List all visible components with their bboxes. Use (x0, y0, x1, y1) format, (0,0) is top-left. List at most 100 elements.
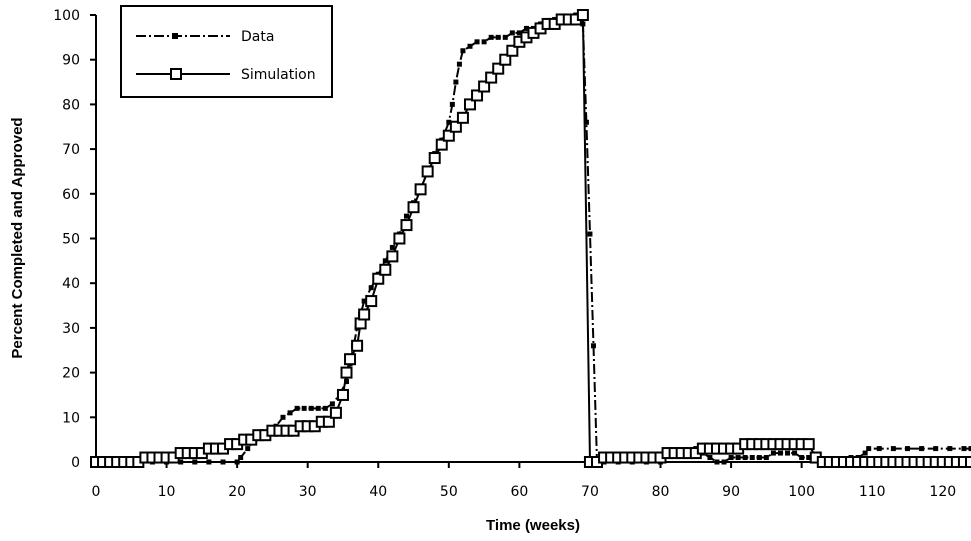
data-point-data (806, 455, 812, 461)
data-point-simulation (435, 138, 448, 151)
data-point-data (523, 25, 529, 31)
x-tick-label: 30 (299, 484, 317, 500)
data-point-data (301, 405, 307, 411)
legend-label-simulation: Simulation (241, 67, 316, 83)
data-point-simulation (965, 456, 971, 468)
data-point-data (707, 455, 713, 461)
data-point-data (862, 450, 868, 456)
series-line-data (96, 14, 971, 463)
data-point-data (308, 405, 314, 411)
data-point-data (742, 455, 748, 461)
data-point-simulation (379, 263, 392, 276)
data-point-simulation (506, 44, 519, 57)
data-point-data (446, 119, 452, 125)
data-point-simulation (478, 80, 491, 93)
data-point-simulation (428, 152, 441, 165)
x-tick-label: 110 (859, 484, 886, 500)
data-point-data (933, 446, 939, 452)
data-point-data (467, 43, 473, 49)
data-point-simulation (344, 353, 357, 366)
data-point-simulation (351, 339, 364, 352)
data-point-simulation (576, 9, 589, 21)
data-point-data (403, 213, 409, 219)
data-point-simulation (322, 415, 335, 428)
data-point-data (474, 39, 480, 45)
legend-item-data: Data (136, 29, 274, 45)
data-point-data (728, 455, 734, 461)
x-tick-label: 0 (92, 484, 101, 500)
data-point-simulation (386, 250, 399, 263)
data-point-data (368, 285, 374, 291)
data-point-data (245, 446, 251, 452)
legend: Data Simulation (120, 5, 333, 98)
data-point-data (919, 446, 925, 452)
data-point-data (756, 455, 762, 461)
x-tick-label: 100 (788, 484, 815, 500)
data-point-data (516, 30, 522, 36)
data-point-simulation (456, 111, 469, 124)
y-tick-label: 0 (71, 455, 80, 471)
data-point-data (792, 450, 798, 456)
data-point-data (220, 459, 226, 465)
x-tick-label: 20 (228, 484, 246, 500)
y-tick-label: 80 (62, 97, 80, 113)
data-point-data (961, 446, 967, 452)
data-point-data (876, 446, 882, 452)
data-point-data (488, 34, 494, 40)
x-axis-title: Time (weeks) (486, 517, 580, 534)
data-point-simulation (329, 406, 342, 419)
data-point-simulation (471, 89, 484, 102)
data-point-simulation (463, 98, 476, 111)
x-tick-label: 80 (652, 484, 670, 500)
y-tick-label: 100 (53, 8, 80, 24)
data-point-data (287, 410, 293, 416)
data-point-data (238, 455, 244, 461)
y-tick-label: 30 (62, 321, 80, 337)
data-point-data (785, 450, 791, 456)
data-point-data (714, 459, 720, 465)
x-tick-label: 40 (369, 484, 387, 500)
data-point-data (509, 30, 515, 36)
y-tick-label: 70 (62, 142, 80, 158)
data-point-data (866, 446, 872, 452)
legend-item-simulation: Simulation (136, 67, 316, 83)
data-point-data (590, 343, 596, 349)
series-simulation (90, 9, 971, 468)
data-point-data (763, 455, 769, 461)
legend-box (120, 5, 333, 98)
data-point-simulation (414, 183, 427, 196)
data-point-data (329, 401, 335, 407)
y-tick-label: 90 (62, 53, 80, 69)
data-point-simulation (449, 120, 462, 133)
legend-marker-simulation (170, 68, 182, 80)
data-point-simulation (485, 71, 498, 84)
data-point-data (361, 298, 367, 304)
data-point-data (947, 446, 953, 452)
data-point-simulation (340, 366, 353, 379)
data-point-simulation (358, 308, 371, 321)
data-point-data (453, 79, 459, 85)
data-point-data (904, 446, 910, 452)
y-ticks: 0 10 20 30 40 50 60 70 80 90 100 (53, 8, 96, 471)
legend-marker-data (172, 33, 178, 39)
y-tick-label: 40 (62, 276, 80, 292)
data-point-data (587, 231, 593, 237)
data-point-data (389, 244, 395, 250)
data-point-simulation (336, 388, 349, 401)
data-point-data (344, 379, 350, 385)
x-tick-label: 70 (581, 484, 599, 500)
legend-label-data: Data (241, 29, 274, 45)
data-point-data (449, 101, 455, 107)
data-point-data (234, 459, 240, 465)
data-point-data (721, 459, 727, 465)
data-point-simulation (393, 232, 406, 245)
data-point-data (192, 459, 198, 465)
data-point-data (799, 455, 805, 461)
series-layer (90, 9, 971, 468)
data-point-data (890, 446, 896, 452)
x-tick-label: 50 (440, 484, 458, 500)
data-point-data (777, 450, 783, 456)
x-tick-label: 90 (722, 484, 740, 500)
data-point-simulation (365, 295, 378, 308)
